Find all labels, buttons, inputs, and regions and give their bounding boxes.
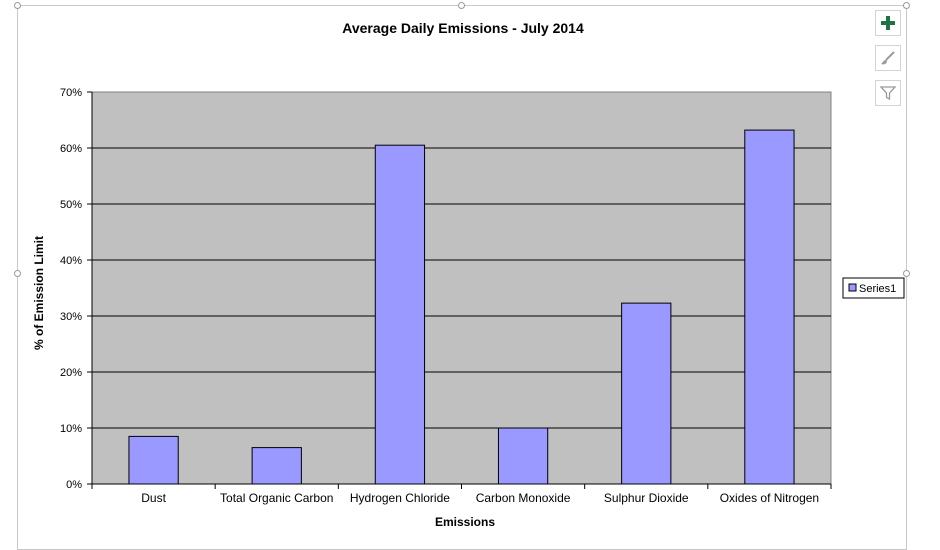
brush-icon (881, 51, 895, 65)
x-tick-label: Hydrogen Chloride (350, 491, 450, 505)
y-axis-title: % of Emission Limit (32, 236, 46, 350)
bar-chart: Average Daily Emissions - July 2014 0% 10… (32, 20, 905, 529)
y-tick-label: 70% (60, 87, 82, 99)
y-tick-label: 0% (66, 479, 82, 491)
bar-hydrogen-chloride (374, 144, 426, 485)
x-tick-label: Total Organic Carbon (220, 491, 333, 505)
x-tick-label: Carbon Monoxide (476, 491, 571, 505)
x-tick-label: Dust (141, 491, 166, 505)
gridlines (92, 147, 831, 429)
resize-handle-right[interactable] (903, 270, 910, 277)
bars (128, 129, 795, 485)
chart-filters-button[interactable] (875, 80, 901, 106)
plot-area (91, 91, 832, 485)
y-axis-ticks: 0% 10% 20% 30% 40% 50% 60% 70% (60, 87, 92, 491)
y-tick-label: 60% (60, 143, 82, 155)
y-tick-label: 20% (60, 367, 82, 379)
resize-handle-top[interactable] (458, 2, 465, 9)
chart-elements-button[interactable] (875, 10, 901, 36)
resize-handle-left[interactable] (14, 270, 21, 277)
legend-box (842, 277, 905, 299)
x-tick-label: Sulphur Dioxide (604, 491, 689, 505)
resize-handle-top-left[interactable] (14, 2, 21, 9)
y-tick-label: 50% (60, 199, 82, 211)
legend[interactable]: Series1 (842, 277, 905, 299)
plus-icon (881, 16, 895, 30)
legend-label: Series1 (859, 283, 896, 295)
bar-carbon-monoxide (497, 427, 549, 485)
y-tick-label: 10% (60, 423, 82, 435)
filter-icon (880, 86, 896, 101)
bar-oxides-of-nitrogen (744, 129, 795, 485)
chart-title: Average Daily Emissions - July 2014 (342, 20, 584, 36)
chart-styles-button[interactable] (875, 45, 901, 71)
bar-dust (128, 435, 179, 485)
resize-handle-top-right[interactable] (903, 2, 910, 9)
bar-total-organic-carbon (251, 447, 302, 485)
legend-swatch (848, 283, 857, 292)
x-tick-label: Oxides of Nitrogen (720, 491, 819, 505)
y-tick-label: 40% (60, 255, 82, 267)
x-axis-title: Emissions (435, 515, 495, 529)
bar-sulphur-dioxide (621, 302, 672, 485)
x-axis-ticks: Dust Total Organic Carbon Hydrogen Chlorid… (91, 484, 832, 505)
y-tick-label: 30% (60, 311, 82, 323)
